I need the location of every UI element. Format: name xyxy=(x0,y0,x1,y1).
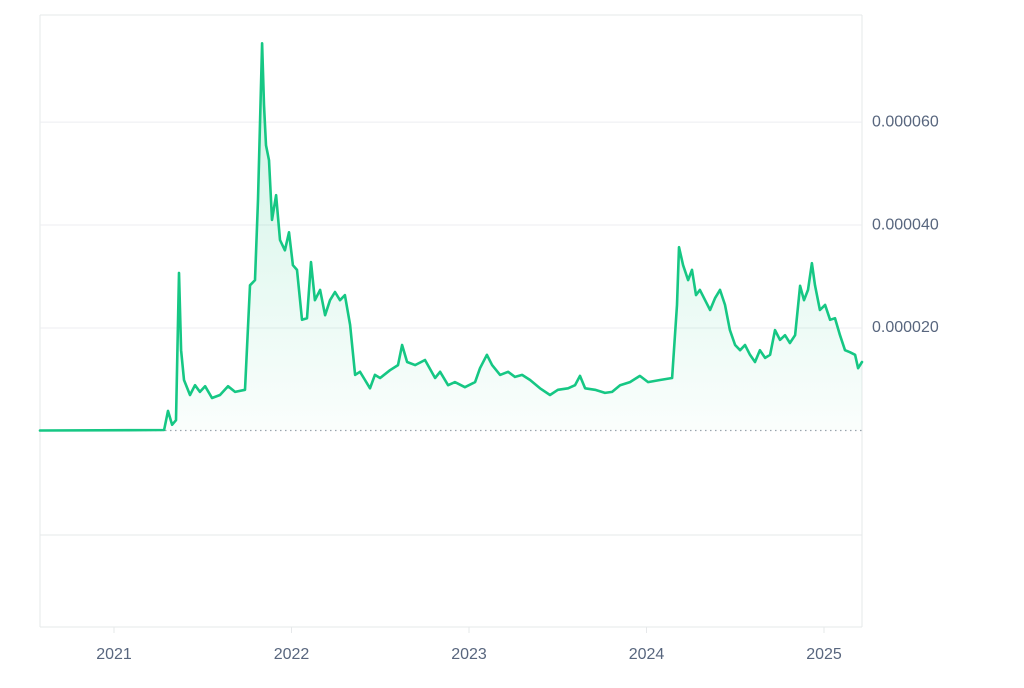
y-tick-label: 0.000020 xyxy=(872,319,939,336)
price-area xyxy=(40,43,862,431)
x-tick-label: 2023 xyxy=(451,646,487,663)
x-tick-label: 2024 xyxy=(629,646,665,663)
x-tick-label: 2021 xyxy=(96,646,132,663)
price-line xyxy=(38,42,864,432)
y-tick-label: 0.000060 xyxy=(872,113,939,130)
chart-frame xyxy=(39,14,863,628)
x-tick-label: 2025 xyxy=(806,646,842,663)
y-tick-label: 0.000040 xyxy=(872,216,939,233)
x-tick-label: 2022 xyxy=(274,646,310,663)
